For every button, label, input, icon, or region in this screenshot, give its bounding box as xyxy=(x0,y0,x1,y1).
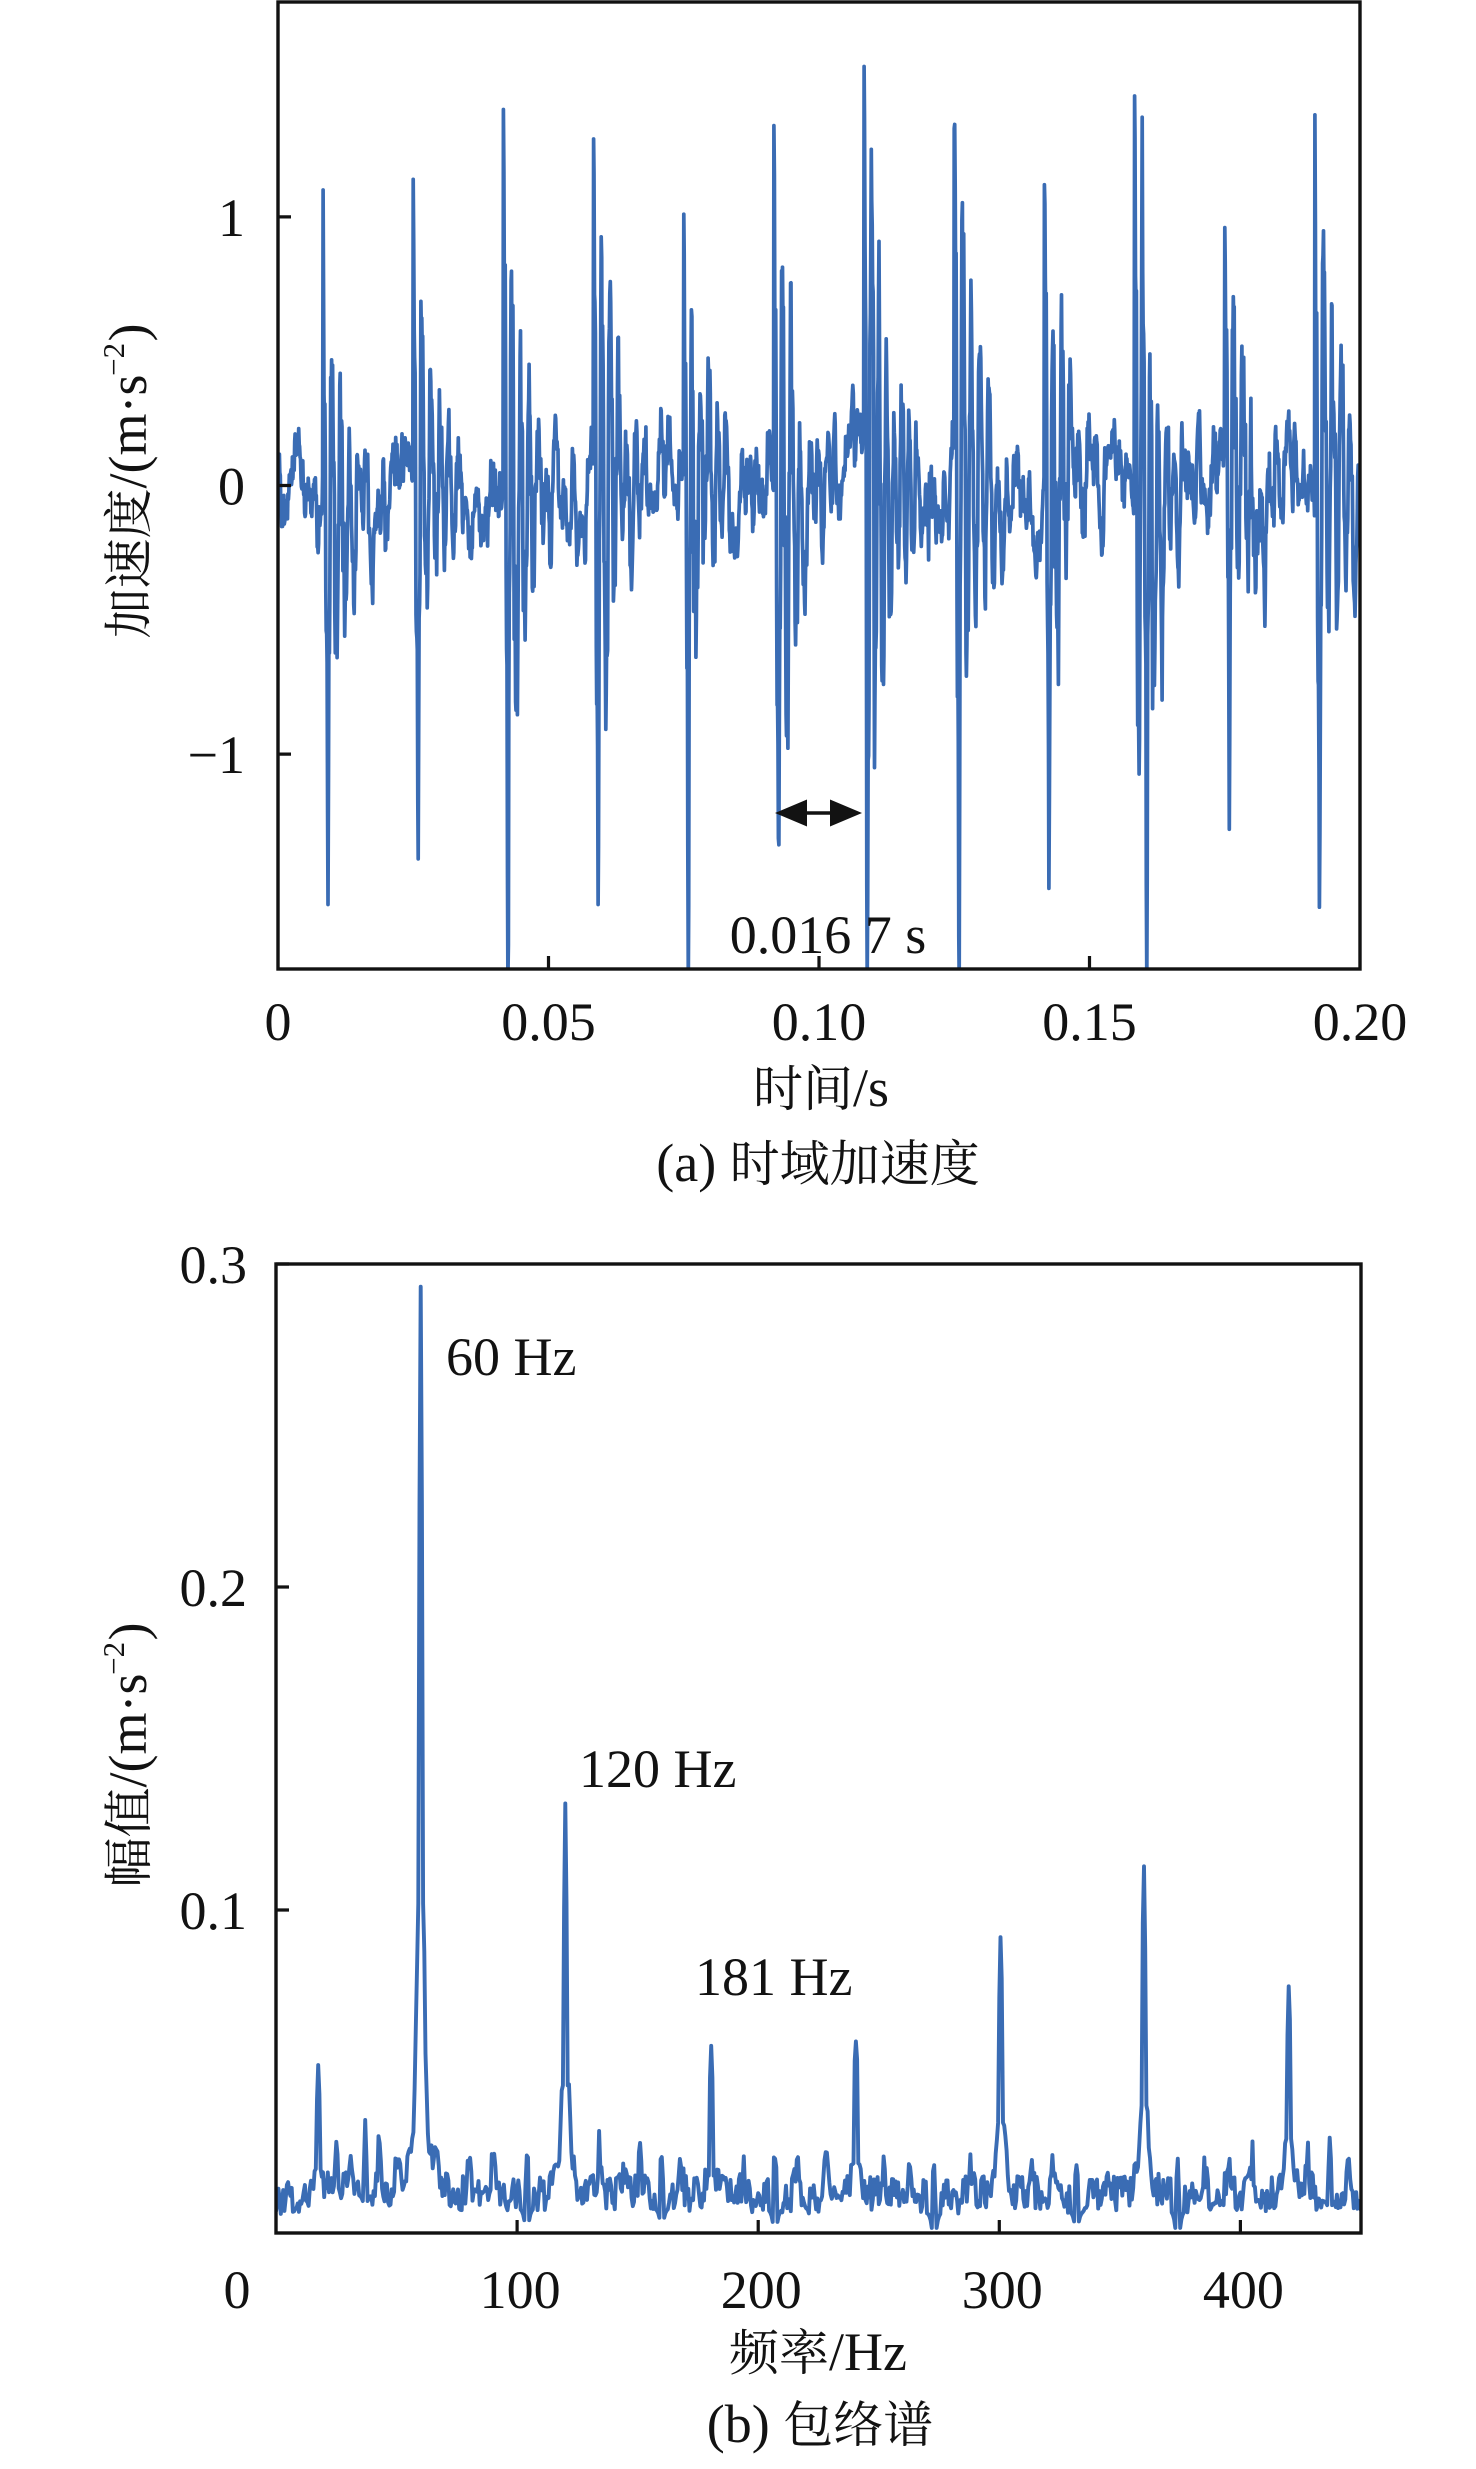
svg-text:−1: −1 xyxy=(188,725,245,785)
svg-text:): ) xyxy=(98,324,158,342)
svg-text:−2: −2 xyxy=(96,343,131,376)
svg-text:300: 300 xyxy=(962,2260,1043,2320)
svg-text:0.2: 0.2 xyxy=(180,1558,248,1618)
svg-text:0.016 7 s: 0.016 7 s xyxy=(730,905,927,965)
svg-text:0.05: 0.05 xyxy=(501,992,596,1052)
svg-text:0.10: 0.10 xyxy=(772,992,867,1052)
svg-text:/(m·s: /(m·s xyxy=(98,1674,158,1788)
svg-text:/Hz: /Hz xyxy=(829,2322,907,2382)
svg-text:0.1: 0.1 xyxy=(180,1881,248,1941)
svg-text:/s: /s xyxy=(853,1058,889,1118)
svg-text:120 Hz: 120 Hz xyxy=(579,1739,736,1799)
svg-text:0: 0 xyxy=(265,992,292,1052)
svg-text:0.3: 0.3 xyxy=(180,1235,248,1295)
svg-text:): ) xyxy=(98,1623,158,1641)
svg-text:181 Hz: 181 Hz xyxy=(695,1947,852,2007)
svg-text:60 Hz: 60 Hz xyxy=(446,1327,576,1387)
svg-text:(b): (b) xyxy=(707,2394,770,2454)
svg-text:(a): (a) xyxy=(656,1133,716,1193)
svg-text:1: 1 xyxy=(218,188,245,248)
svg-text:400: 400 xyxy=(1203,2260,1284,2320)
svg-text:0: 0 xyxy=(224,2260,251,2320)
svg-text:100: 100 xyxy=(480,2260,561,2320)
svg-text:−2: −2 xyxy=(96,1642,131,1675)
svg-text:0: 0 xyxy=(218,457,245,517)
svg-text:/(m·s: /(m·s xyxy=(98,375,158,489)
svg-text:0.20: 0.20 xyxy=(1313,992,1408,1052)
svg-text:200: 200 xyxy=(721,2260,802,2320)
svg-text:0.15: 0.15 xyxy=(1042,992,1137,1052)
